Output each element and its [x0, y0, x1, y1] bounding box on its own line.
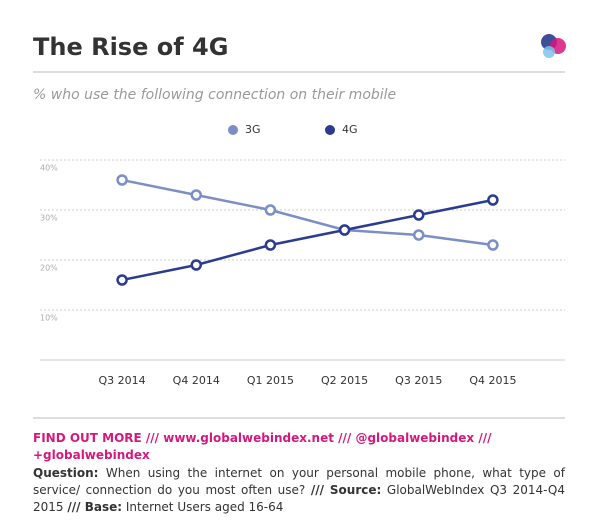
data-point [413, 209, 425, 221]
data-point [413, 229, 425, 241]
legend-label: 3G [245, 123, 261, 136]
label: /// Source: [310, 483, 382, 497]
series-line [121, 198, 494, 282]
x-tick-label: Q4 2014 [173, 374, 220, 387]
chart-title: The Rise of 4G [33, 33, 228, 61]
data-point [264, 239, 277, 251]
y-tick-label: 20% [40, 264, 58, 273]
label: /// Base: [67, 500, 123, 514]
y-tick-label: 10% [40, 314, 58, 323]
data-point [338, 224, 351, 236]
y-tick-label: 30% [40, 214, 58, 223]
y-tick-label: 40% [40, 164, 58, 173]
x-tick-label: Q3 2015 [395, 374, 442, 387]
data-point [116, 174, 128, 186]
data-point [264, 204, 277, 216]
label: Question: [33, 466, 99, 480]
legend-swatch [325, 125, 335, 135]
x-tick-label: Q2 2015 [321, 374, 368, 387]
data-point [487, 239, 499, 251]
data-point [190, 259, 202, 271]
x-tick-label: Q4 2015 [469, 374, 516, 387]
data-point [487, 194, 499, 206]
x-tick-label: Q1 2015 [247, 374, 294, 387]
footer: FIND OUT MORE /// www.globalwebindex.net… [33, 430, 565, 516]
legend-label: 4G [342, 123, 358, 136]
question: When using the internet on your personal… [33, 466, 565, 497]
legend-swatch [228, 125, 238, 135]
footer-note: Question: When using the internet on you… [33, 465, 565, 516]
data-point [190, 189, 202, 201]
base: Internet Users aged 16-64 [125, 500, 284, 514]
source: GlobalWebIndex Q3 2014-Q4 2015 [33, 483, 565, 514]
footer-links: FIND OUT MORE /// www.globalwebindex.net… [33, 431, 492, 462]
series-line [121, 178, 494, 247]
logo [541, 34, 566, 58]
chart-subtitle: % who use the following connection on th… [33, 87, 396, 103]
x-tick-label: Q3 2014 [99, 374, 146, 387]
data-point [116, 274, 128, 286]
